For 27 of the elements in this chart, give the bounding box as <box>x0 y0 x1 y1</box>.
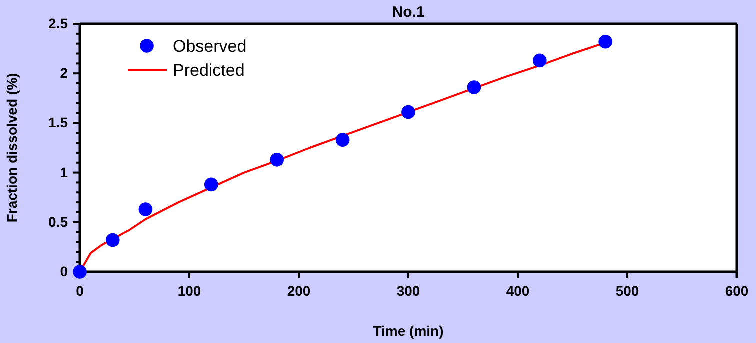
point <box>270 153 284 167</box>
x-tick-label: 300 <box>396 282 420 299</box>
x-tick-label: 500 <box>616 282 640 299</box>
point <box>467 80 482 94</box>
x-tick-label: 600 <box>725 282 749 299</box>
y-tick-label: 2.5 <box>48 15 68 32</box>
y-axis-title: Fraction dissolved (%) <box>4 73 20 223</box>
chart-title: No.1 <box>392 4 425 21</box>
point <box>598 34 613 49</box>
legend-label: Predicted <box>173 61 245 80</box>
y-tick-label: 1 <box>60 164 68 180</box>
point <box>336 133 350 147</box>
y-tick-label: 1.5 <box>48 114 68 131</box>
point <box>138 202 153 216</box>
point <box>106 233 120 248</box>
x-tick-label: 200 <box>287 282 311 299</box>
x-tick-label: 400 <box>506 282 530 299</box>
legend-label: Observed <box>173 37 247 56</box>
x-tick-label: 100 <box>178 282 202 299</box>
point <box>402 105 416 120</box>
x-tick-label: 0 <box>76 282 84 299</box>
y-tick-label: 0.5 <box>48 214 68 230</box>
point <box>204 178 218 192</box>
x-axis-title: Time (min) <box>373 323 444 339</box>
y-tick-label: 2 <box>60 65 68 82</box>
y-tick-label: 0 <box>60 263 68 280</box>
point <box>532 54 547 68</box>
